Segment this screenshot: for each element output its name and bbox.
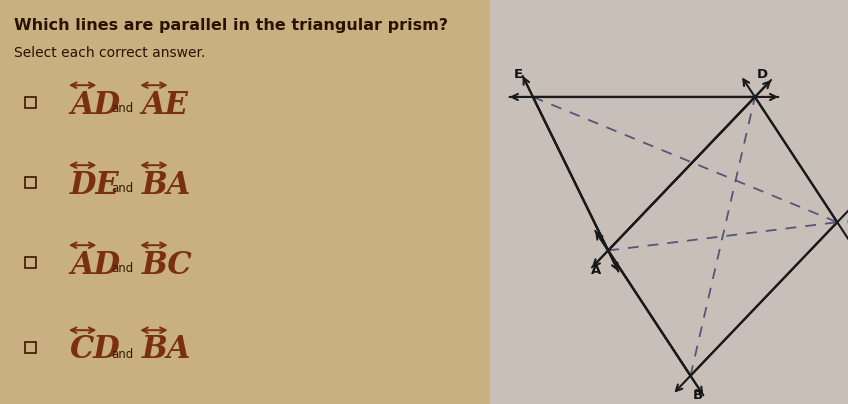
Text: AD: AD [70,90,120,120]
Text: B: B [693,389,703,402]
Bar [25,342,36,353]
Text: CD: CD [70,335,120,366]
Text: Select each correct answer.: Select each correct answer. [14,46,205,60]
Text: DE: DE [70,170,120,200]
Text: BA: BA [142,170,191,200]
Text: D: D [756,68,767,81]
Bar [25,257,36,268]
Text: and: and [111,347,133,360]
Text: and: and [111,263,133,276]
Text: A: A [590,264,600,277]
Bar [0,0,490,404]
Text: and: and [111,103,133,116]
Text: and: and [111,183,133,196]
Text: AD: AD [70,250,120,280]
Bar [490,0,848,404]
Text: BA: BA [142,335,191,366]
Text: E: E [514,68,523,81]
Text: Which lines are parallel in the triangular prism?: Which lines are parallel in the triangul… [14,18,448,33]
Text: AE: AE [142,90,188,120]
Bar [25,97,36,108]
Bar [25,177,36,188]
Text: C: C [847,216,848,229]
Text: BC: BC [142,250,192,280]
